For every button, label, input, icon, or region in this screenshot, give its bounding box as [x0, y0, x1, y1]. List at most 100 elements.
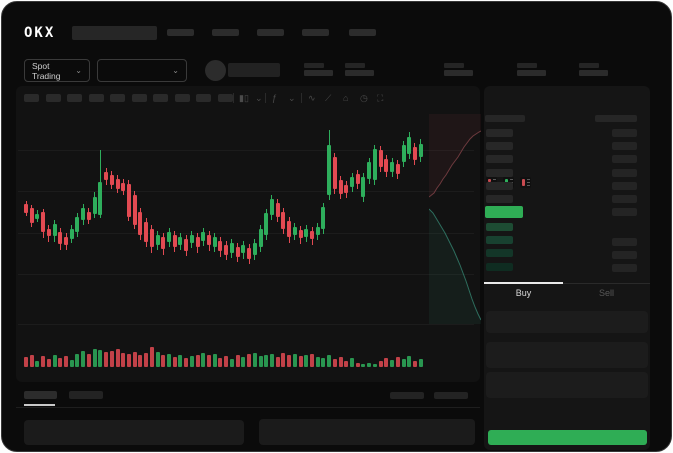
candlestick-chart[interactable] — [2, 117, 480, 377]
pair-select[interactable]: ⌄ — [97, 59, 187, 82]
gridline — [18, 274, 474, 275]
candle-body — [338, 180, 343, 194]
okx-logo[interactable]: OKX — [24, 25, 56, 41]
volume-bar — [121, 353, 126, 367]
candle-body — [35, 214, 40, 219]
ask-price-placeholder[interactable] — [486, 155, 513, 164]
nav-item-placeholder[interactable] — [167, 29, 194, 36]
candle-body — [24, 204, 28, 213]
timeframe-placeholder[interactable] — [45, 94, 61, 102]
bid-amount-placeholder — [612, 250, 637, 259]
buy-submit-button[interactable] — [488, 430, 647, 445]
stat-value-placeholder — [444, 70, 473, 76]
volume-bar — [149, 347, 154, 367]
ask-price-placeholder[interactable] — [486, 129, 513, 137]
volume-bar — [390, 360, 395, 367]
candle-body — [75, 217, 80, 232]
nav-item-placeholder[interactable] — [257, 29, 284, 36]
timeframe-placeholder[interactable] — [153, 94, 168, 102]
timeframe-placeholder[interactable] — [67, 94, 82, 102]
volume-bar — [395, 357, 400, 367]
nav-item-placeholder[interactable] — [349, 29, 376, 36]
candle-body — [361, 177, 366, 197]
timeframe-placeholder[interactable] — [174, 94, 190, 102]
stat-label-placeholder — [444, 63, 464, 68]
bid-price-placeholder[interactable] — [486, 223, 513, 231]
chevron-down-icon: ⌄ — [172, 65, 179, 75]
volume-bar — [75, 354, 80, 367]
candle-style-icon[interactable]: ▮▯ — [239, 93, 249, 103]
bid-price-placeholder[interactable] — [486, 249, 513, 258]
volume-bar — [178, 355, 183, 367]
ask-amount-placeholder — [612, 181, 637, 190]
tab-buy[interactable]: Buy — [515, 288, 532, 298]
line-chart-icon[interactable]: ∿ — [308, 93, 316, 103]
bid-price-placeholder[interactable] — [486, 236, 513, 245]
candle-body — [126, 184, 131, 217]
chevron-down-icon[interactable]: ⌄ — [288, 93, 296, 103]
candle-body — [401, 145, 406, 162]
volume-bar — [298, 356, 303, 367]
tab-sell[interactable]: Sell — [598, 288, 614, 298]
candle-body — [29, 208, 34, 223]
timeframe-placeholder[interactable] — [110, 94, 125, 102]
volume-bar — [35, 361, 40, 367]
timeframe-placeholder[interactable] — [196, 94, 211, 102]
ask-price-placeholder[interactable] — [486, 181, 513, 190]
bottom-tab-active[interactable] — [24, 391, 57, 399]
volume-bar — [401, 359, 406, 367]
price-input[interactable] — [486, 311, 648, 333]
volume-bar — [235, 355, 240, 367]
candle-body — [258, 229, 263, 247]
candle-body — [292, 227, 297, 235]
fullscreen-icon[interactable]: ⛶ — [377, 93, 384, 103]
stat-label-placeholder — [579, 63, 599, 68]
candle-body — [321, 207, 326, 229]
bottom-action-placeholder[interactable] — [390, 392, 424, 399]
timeframe-placeholder[interactable] — [217, 94, 233, 102]
bottom-action-placeholder[interactable] — [434, 392, 468, 399]
volume-bar — [132, 352, 137, 367]
candle-body — [167, 232, 171, 242]
volume-bar — [338, 357, 343, 367]
coin-avatar — [205, 60, 226, 81]
volume-bar — [46, 359, 51, 367]
drawing-tool-icon[interactable]: ⟋ — [325, 93, 332, 103]
bottom-tab[interactable] — [69, 391, 103, 399]
nav-item-placeholder[interactable] — [212, 29, 239, 36]
bid-price-placeholder[interactable] — [486, 262, 513, 271]
time-settings-icon[interactable]: ◷ — [360, 93, 368, 103]
candle-body — [138, 212, 143, 235]
timeframe-placeholder[interactable] — [131, 94, 147, 102]
ask-amount-placeholder — [612, 142, 637, 151]
stat-value-placeholder — [517, 70, 546, 76]
chevron-down-icon[interactable]: ⌄ — [255, 93, 263, 103]
total-input[interactable] — [486, 372, 648, 398]
volume-bar — [64, 356, 69, 367]
snapshot-icon[interactable]: ⌂ — [343, 93, 349, 103]
candle-body — [332, 157, 337, 189]
candle-body — [224, 245, 229, 255]
candle-body — [115, 179, 120, 189]
volume-bar — [92, 349, 97, 367]
timeframe-placeholder[interactable] — [24, 94, 39, 102]
candle-body — [241, 245, 246, 253]
candle-body — [189, 235, 194, 243]
volume-bar — [378, 361, 383, 367]
volume-bar — [24, 357, 28, 367]
ask-price-placeholder[interactable] — [486, 168, 513, 177]
ask-price-placeholder[interactable] — [486, 142, 513, 151]
indicator-icon[interactable]: ƒ — [272, 93, 278, 103]
candle-body — [344, 185, 349, 193]
timeframe-placeholder[interactable] — [88, 94, 104, 102]
nav-item-placeholder[interactable] — [302, 29, 329, 36]
last-price-badge[interactable] — [485, 206, 523, 218]
amount-input[interactable] — [486, 342, 648, 368]
candle-body — [149, 229, 154, 247]
book-view-asks-icon[interactable] — [520, 177, 531, 188]
main-menu-placeholder[interactable] — [72, 26, 157, 40]
ask-price-placeholder[interactable] — [486, 195, 513, 203]
market-type-select[interactable]: Spot Trading ⌄ — [24, 59, 90, 82]
volume-bar — [115, 349, 120, 367]
